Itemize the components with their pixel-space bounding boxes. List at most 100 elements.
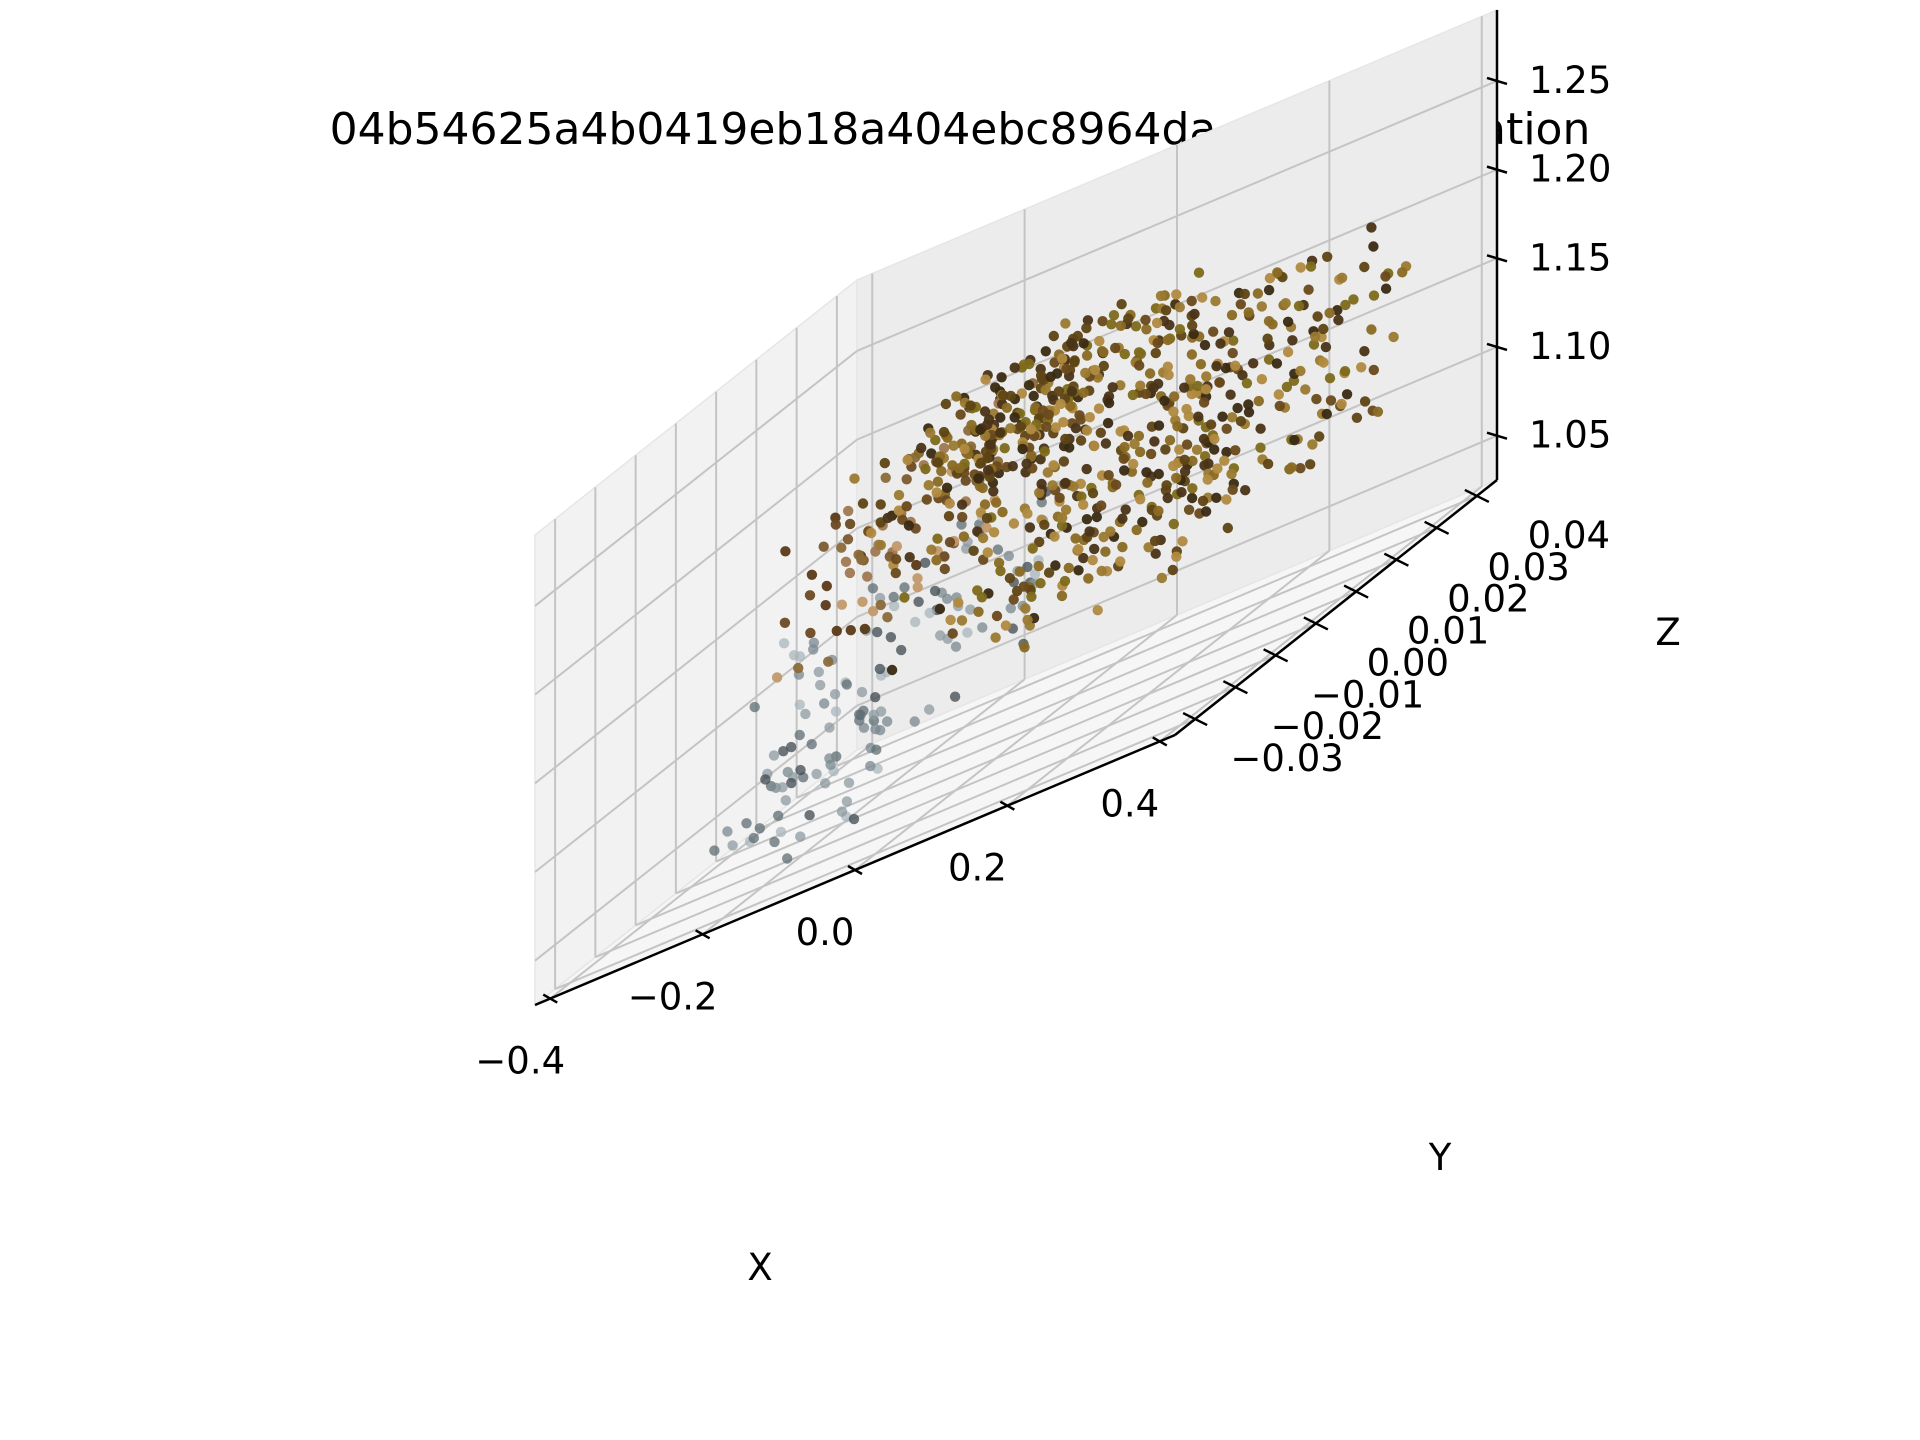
data-point [1388,331,1399,343]
data-point [856,686,868,698]
data-point [1324,307,1335,319]
data-point [775,826,787,838]
data-point [1397,267,1408,278]
data-point [1108,310,1120,321]
data-point [1198,397,1210,408]
data-point [1105,526,1116,537]
data-point [1045,371,1056,382]
y-tick-label: −0.01 [1311,673,1424,716]
data-point [1366,324,1377,335]
data-point [1149,535,1161,547]
data-point [1024,522,1036,533]
data-point [727,840,738,851]
data-point [1039,519,1050,530]
z-tick-label: 1.10 [1529,325,1611,368]
grid-line-y [755,558,1397,831]
data-point [899,592,910,603]
data-point [1023,358,1035,370]
data-point [1164,435,1176,446]
data-point [1281,381,1293,393]
data-point [1123,313,1134,324]
data-point [1073,544,1084,555]
data-point [865,760,876,772]
data-point [885,632,897,643]
y-tick [1424,520,1450,535]
data-point [999,443,1010,454]
data-point [1339,366,1351,377]
data-point [982,419,993,430]
data-point [1143,542,1154,553]
data-point [1087,554,1098,566]
grid-line-z [534,350,858,607]
data-point [1084,412,1096,423]
data-point [882,716,893,727]
data-point [769,836,780,848]
data-point [1341,389,1353,400]
data-point [977,532,989,544]
data-point [722,826,733,837]
data-point [829,689,841,700]
data-point [1061,363,1072,375]
data-point [882,512,893,524]
data-point [896,644,907,656]
data-point [1198,433,1210,445]
data-point [1055,398,1066,410]
data-point [1286,462,1297,473]
data-point [1122,430,1134,442]
grid-line-z [856,80,1498,352]
data-point [995,427,1006,438]
data-point [1205,419,1217,430]
data-point [1047,480,1058,491]
data-point [1042,467,1054,478]
data-point [930,434,941,446]
data-point [1171,289,1182,300]
data-point [929,585,941,597]
y-tick-label: 0.00 [1367,641,1449,684]
data-point [1172,421,1183,432]
data-point [1043,567,1055,578]
data-point [1214,377,1225,388]
data-point [888,591,899,603]
data-point [911,559,922,571]
data-point [981,522,992,533]
data-point [1080,367,1091,379]
data-point [958,531,970,542]
data-point [1176,487,1187,498]
grid-line-z [534,704,858,962]
data-point [1058,417,1069,428]
z-tick [1486,165,1508,174]
x-tick-label: 0.2 [948,847,1007,890]
data-point [1322,251,1333,262]
z-tick-label: 1.20 [1529,148,1611,191]
data-point [1221,423,1232,434]
data-point [804,590,816,601]
data-point [856,554,867,565]
data-point [1282,316,1294,327]
data-point [1212,463,1223,474]
data-point [938,426,950,438]
data-point [1183,504,1195,515]
data-point [1110,342,1121,354]
data-point [1004,573,1016,584]
data-point [819,698,830,709]
data-point [995,565,1006,577]
data-point [990,632,1001,643]
data-point [1239,288,1251,300]
data-point [1040,346,1052,357]
data-point [921,494,932,505]
data-point [951,391,962,402]
data-point [1235,416,1247,427]
data-point [795,764,806,776]
data-point [768,750,780,761]
y-tick-label: 0.02 [1447,578,1529,621]
data-point [795,831,806,842]
data-point [956,615,968,626]
data-point [1209,444,1220,455]
data-point [815,679,826,691]
data-point [979,406,991,417]
data-point [1321,408,1333,420]
data-point [1366,222,1377,233]
data-point [1222,522,1234,534]
data-point [988,527,1000,538]
data-point [1070,423,1082,434]
